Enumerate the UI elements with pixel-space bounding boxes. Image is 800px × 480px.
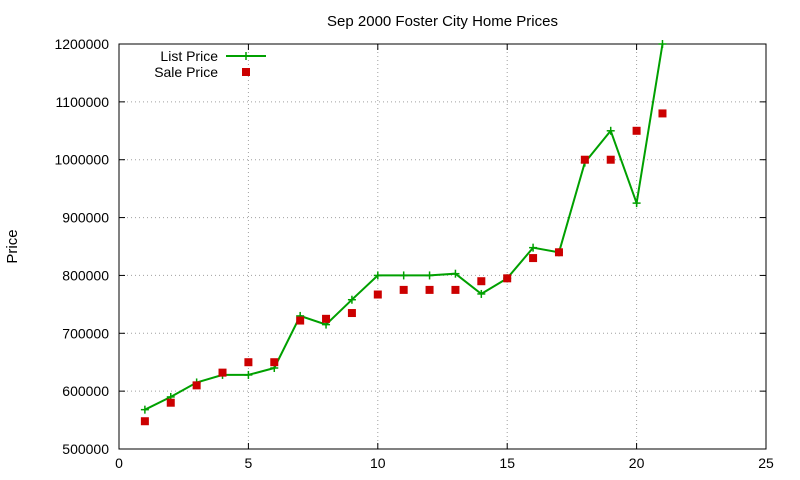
sale-price-point (425, 285, 434, 294)
series-sale-price (140, 109, 667, 426)
sale-price-point (373, 290, 382, 299)
sale-price-point (503, 274, 512, 283)
sale-price-point (451, 285, 460, 294)
y-tick-label: 1100000 (56, 94, 110, 110)
sale-price-point (270, 358, 279, 367)
chart-title: Sep 2000 Foster City Home Prices (327, 13, 558, 30)
axis-ticks: 0 5 10 15 20 25 500000 600000 700000 800000 900000… (54, 36, 774, 471)
x-tick-label: 20 (629, 455, 645, 471)
list-price-point (425, 271, 434, 280)
x-tick-label: 0 (115, 455, 123, 471)
sale-price-point (322, 314, 331, 323)
sale-price-point (529, 254, 538, 263)
sale-price-point (218, 368, 227, 377)
sale-price-point (606, 155, 615, 164)
list-price-point (658, 40, 667, 48)
sale-price-point (166, 398, 175, 407)
legend-swatch-cross (242, 52, 250, 60)
x-tick-label: 5 (245, 455, 253, 471)
list-price-point (529, 243, 538, 252)
sale-price-point (296, 316, 305, 325)
x-tick-label: 25 (758, 455, 774, 471)
list-price-point (399, 271, 408, 280)
list-price-point (632, 199, 641, 208)
x-tick-label: 10 (370, 455, 386, 471)
y-tick-label: 600000 (62, 383, 109, 399)
list-price-point (140, 405, 149, 414)
sale-price-point (632, 126, 641, 135)
list-price-line (144, 43, 664, 411)
y-tick-label: 800000 (62, 267, 109, 283)
grid-lines (119, 44, 766, 449)
y-tick-label: 500000 (62, 441, 109, 457)
list-price-point (606, 126, 615, 135)
list-price-point (477, 289, 486, 298)
sale-price-point (477, 277, 486, 286)
legend-label-sale-price: Sale Price (154, 64, 218, 80)
sale-price-point (554, 248, 563, 257)
y-tick-label: 1200000 (54, 36, 109, 52)
sale-price-point (140, 417, 149, 426)
y-tick-label: 900000 (62, 210, 109, 226)
list-price-point (347, 295, 356, 304)
x-tick-label: 15 (499, 455, 515, 471)
legend-label-list-price: List Price (160, 48, 218, 64)
y-tick-label: 1000000 (54, 152, 109, 168)
sale-price-point (399, 285, 408, 294)
sale-price-point (658, 109, 667, 118)
sale-price-point (347, 309, 356, 318)
list-price-point (373, 271, 382, 280)
sale-price-point (192, 381, 201, 390)
y-axis-label: Price (4, 229, 21, 263)
sale-price-point (580, 155, 589, 164)
plot-frame (118, 43, 767, 450)
series-list-price (140, 40, 667, 414)
series-layer (140, 40, 667, 426)
list-price-point (244, 370, 253, 379)
y-tick-label: 700000 (62, 325, 109, 341)
sale-price-point (244, 358, 253, 367)
list-price-point (451, 269, 460, 278)
legend-swatch-square (242, 68, 250, 76)
